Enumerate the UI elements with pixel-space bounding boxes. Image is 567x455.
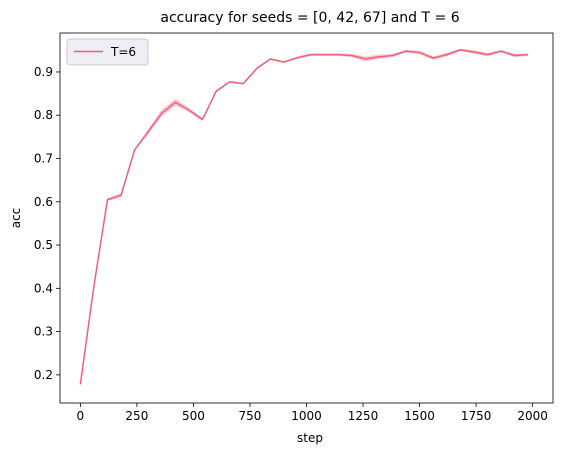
plot-frame	[59, 32, 554, 404]
y-tick-label: 0.9	[34, 65, 53, 79]
plot-area	[79, 48, 529, 385]
x-tick-label: 750	[239, 409, 262, 423]
y-tick-label: 0.8	[34, 108, 53, 122]
y-tick-label: 0.5	[34, 238, 53, 252]
x-axis-label: step	[297, 431, 323, 445]
x-tick-label: 250	[125, 409, 148, 423]
y-tick-label: 0.3	[34, 325, 53, 339]
x-tick-label: 1750	[461, 409, 492, 423]
series-line	[79, 49, 529, 385]
y-tick-label: 0.7	[34, 151, 53, 165]
x-tick-label: 0	[77, 409, 85, 423]
x-tick-label: 500	[182, 409, 205, 423]
chart-title: accuracy for seeds = [0, 42, 67] and T =…	[160, 10, 459, 26]
x-tick-label: 1250	[348, 409, 379, 423]
y-tick-label: 0.4	[34, 281, 53, 295]
x-tick-label: 1000	[291, 409, 322, 423]
y-axis: 0.2 0.3 0.4 0.5 0.6 0.7 0.8 0.9	[34, 65, 60, 382]
legend: T=6	[66, 38, 149, 66]
confidence-band	[80, 48, 529, 385]
legend-label: T=6	[110, 45, 136, 59]
y-tick-label: 0.2	[34, 368, 53, 382]
x-tick-label: 1500	[404, 409, 435, 423]
y-tick-label: 0.6	[34, 195, 53, 209]
y-axis-label: acc	[9, 208, 23, 229]
x-axis: 0 250 500 750 1000 1250 1500 1750 2000	[77, 403, 548, 423]
legend-box	[66, 38, 149, 66]
x-tick-label: 2000	[517, 409, 548, 423]
